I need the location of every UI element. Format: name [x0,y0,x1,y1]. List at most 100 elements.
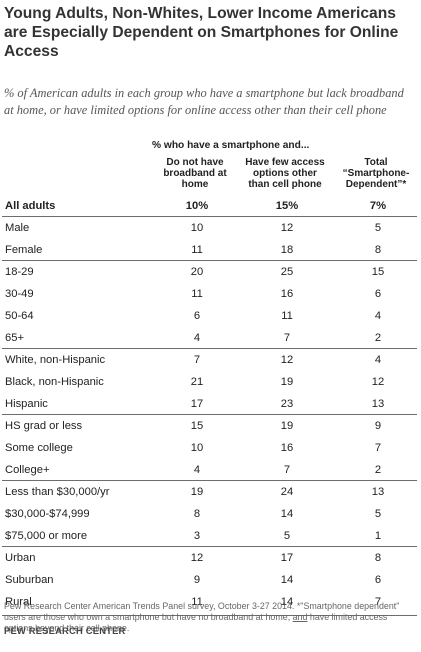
table-row: Male 10 12 5 [2,217,417,239]
cell-no-broadband: 3 [193,530,201,542]
column-header-line: Do not have [166,157,224,168]
cell-no-broadband: 8 [193,508,201,520]
cell-smartphone-dependent: 15 [371,266,385,278]
cell-few-options: 12 [280,222,294,234]
row-label: HS grad or less [5,420,83,432]
table-row: Rural 11 14 7 [2,591,417,613]
row-label: Some college [5,442,73,454]
table-row: 30-49 11 16 6 [2,283,417,305]
column-header-line: Dependent”* [345,179,407,190]
cell-few-options: 19 [280,420,294,432]
cell-few-options: 14 [280,508,294,520]
cell-no-broadband: 17 [190,398,204,410]
row-label: All adults [5,200,56,212]
column-header-line: broadband at [163,168,227,179]
cell-no-broadband: 11 [191,244,203,256]
table-row: Black, non-Hispanic 21 19 12 [2,371,417,393]
table-bottom-rule [2,615,417,616]
footnote-text-end: have limited access options beyond their… [4,612,388,633]
cell-no-broadband: 10 [190,442,204,454]
table-row: Hispanic 17 23 13 [2,393,417,415]
column-header-few-options: Have few access options other than cell … [244,157,326,190]
footnote-text: Pew Research Center American Trends Pane… [4,601,400,622]
table-row: 18-29 20 25 15 [2,261,417,283]
row-divider [2,414,417,415]
cell-no-broadband: 20 [190,266,204,278]
cell-few-options: 17 [280,552,294,564]
cell-few-options: 19 [280,376,294,388]
cell-no-broadband: 10% [185,200,209,212]
cell-smartphone-dependent: 5 [374,222,382,234]
cell-few-options: 15% [275,200,299,212]
table-row: White, non-Hispanic 7 12 4 [2,349,417,371]
row-label: Female [5,244,43,256]
table-row: Female 11 18 8 [2,239,417,261]
cell-no-broadband: 21 [190,376,204,388]
cell-few-options: 5 [283,530,291,542]
cell-smartphone-dependent: 8 [374,244,382,256]
column-header-smartphone-dependent: Total “Smartphone- Dependent”* [339,157,413,190]
table-row: Some college 10 16 7 [2,437,417,459]
cell-smartphone-dependent: 13 [371,486,385,498]
table-row: 50-64 6 11 4 [2,305,417,327]
cell-few-options: 18 [280,244,294,256]
cell-no-broadband: 11 [191,596,203,608]
chart-title: Young Adults, Non-Whites, Lower Income A… [4,5,399,60]
cell-no-broadband: 4 [193,332,201,344]
cell-no-broadband: 4 [193,464,201,476]
cell-no-broadband: 12 [190,552,204,564]
cell-few-options: 24 [280,486,294,498]
column-header-line: Total [364,157,388,168]
cell-no-broadband: 10 [190,222,204,234]
cell-smartphone-dependent: 2 [374,464,382,476]
table-row: $30,000-$74,999 8 14 5 [2,503,417,525]
table-row-total: All adults 10% 15% 7% [2,195,417,217]
column-header-line: options other [253,168,317,179]
row-label: White, non-Hispanic [5,354,106,366]
cell-smartphone-dependent: 4 [374,310,382,322]
column-header-line: Have few access [245,157,325,168]
column-header-line: home [181,179,209,190]
table-row: Suburban 9 14 6 [2,569,417,591]
cell-smartphone-dependent: 12 [371,376,385,388]
row-label: 18-29 [5,266,34,278]
row-label: Male [5,222,30,234]
row-divider [2,480,417,481]
footnote-emphasis: and [292,612,308,622]
cell-smartphone-dependent: 7% [369,200,387,212]
cell-smartphone-dependent: 5 [374,508,382,520]
row-label: Suburban [5,574,54,586]
cell-few-options: 12 [280,354,294,366]
table-row: HS grad or less 15 19 9 [2,415,417,437]
row-divider [2,546,417,547]
cell-smartphone-dependent: 9 [374,420,382,432]
footnote: Pew Research Center American Trends Pane… [4,601,418,634]
cell-few-options: 16 [280,288,294,300]
cell-no-broadband: 9 [193,574,201,586]
row-divider [2,260,417,261]
table-row: College+ 4 7 2 [2,459,417,481]
cell-few-options: 23 [280,398,294,410]
row-label: Black, non-Hispanic [5,376,104,388]
cell-smartphone-dependent: 8 [374,552,382,564]
row-label: Urban [5,552,36,564]
cell-smartphone-dependent: 6 [374,574,382,586]
chart-subtitle: % of American adults in each group who h… [4,86,404,117]
cell-few-options: 16 [280,442,294,454]
source-credit: PEW RESEARCH CENTER [4,625,126,636]
cell-smartphone-dependent: 1 [374,530,382,542]
cell-smartphone-dependent: 13 [371,398,385,410]
cell-smartphone-dependent: 2 [374,332,382,344]
table-row: Less than $30,000/yr 19 24 13 [2,481,417,503]
cell-few-options: 11 [281,310,293,322]
cell-no-broadband: 7 [193,354,201,366]
cell-no-broadband: 15 [190,420,204,432]
cell-few-options: 7 [283,464,291,476]
cell-smartphone-dependent: 7 [374,596,382,608]
cell-few-options: 14 [280,596,294,608]
row-label: College+ [5,464,50,476]
row-label: Rural [5,596,32,608]
cell-smartphone-dependent: 7 [374,442,382,454]
table-row: Urban 12 17 8 [2,547,417,569]
column-header-line: than cell phone [248,179,322,190]
